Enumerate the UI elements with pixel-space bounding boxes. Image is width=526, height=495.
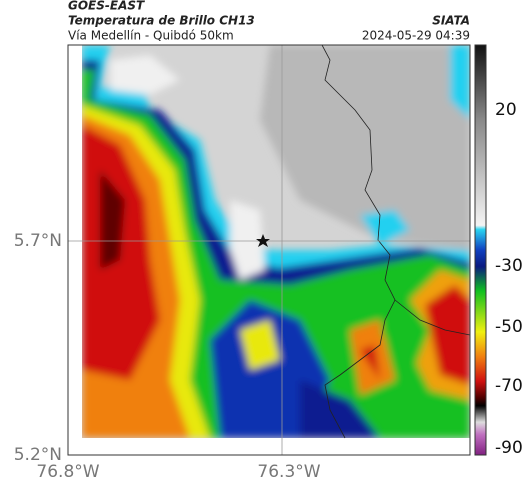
lon-label: 76.3°W [257, 462, 320, 482]
lon-label: 76.8°W [36, 462, 99, 482]
map-frame [67, 44, 471, 456]
colorbar-tick: -90 [495, 438, 523, 458]
city-marker [256, 234, 270, 247]
borders [321, 44, 471, 439]
lat-label: 5.2°N [14, 445, 62, 465]
colorbar-tick: -50 [495, 317, 523, 337]
subtitle: Vía Medellín - Quibdó 50km [68, 29, 234, 43]
satellite-image [82, 45, 470, 438]
colorbar-tick: 20 [495, 100, 517, 120]
colorbar-tick: -70 [495, 376, 523, 396]
datetime: 2024-05-29 04:39 [362, 29, 470, 43]
lat-label: 5.7°N [14, 231, 62, 251]
colorbar [474, 44, 487, 456]
title: Temperatura de Brillo CH13 [68, 14, 255, 28]
colorbar-tick: -30 [495, 256, 523, 276]
org: SIATA [432, 14, 470, 28]
source: GOES-EAST [68, 0, 145, 13]
